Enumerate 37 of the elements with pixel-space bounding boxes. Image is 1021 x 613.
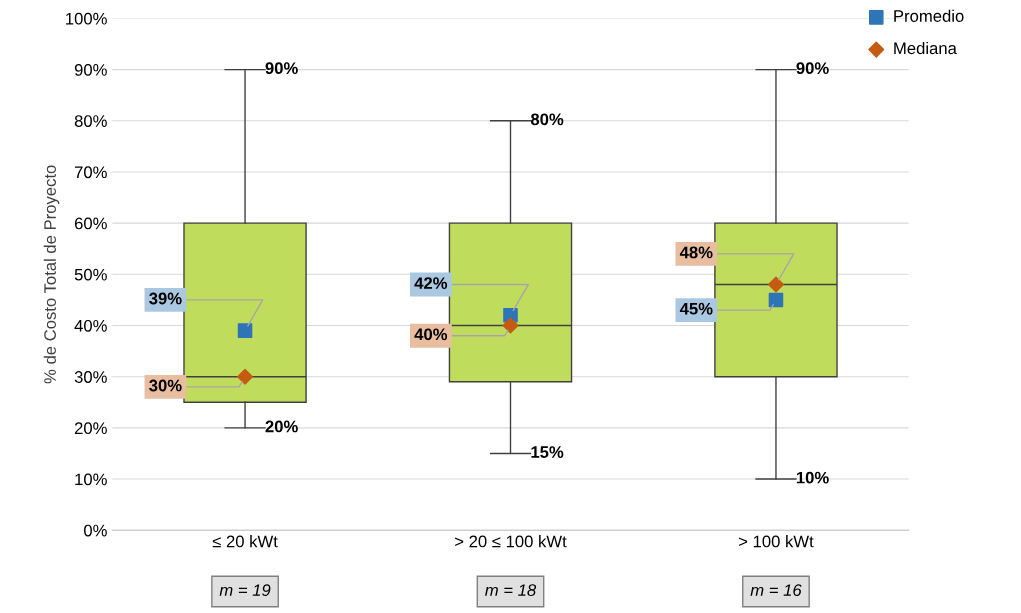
text: m = 18 [485, 584, 537, 597]
point [768, 292, 784, 308]
y-tick-label: 50% [74, 268, 107, 281]
annotation: 20% [265, 420, 298, 433]
point [237, 368, 254, 385]
y-tick-label: 70% [74, 166, 107, 179]
y-tick-label: 100% [66, 12, 107, 25]
annotation: 15% [531, 446, 564, 458]
point [237, 323, 253, 338]
y-axis-title: % de Costo Total de Proyecto [43, 165, 60, 384]
text: m = 16 [750, 584, 802, 597]
x-tick-label: ≤ 20 kWt [212, 535, 278, 548]
y-tick-label: 10% [75, 473, 107, 486]
x-tick-label: > 100 kWt [739, 535, 814, 548]
data-label: 40% [414, 328, 448, 341]
legend-label: Mediana [894, 41, 957, 55]
y-tick-label: 0% [84, 524, 107, 537]
annotation: 80% [530, 113, 564, 126]
data-label: 39% [149, 292, 182, 305]
y-tick-label: 30% [74, 371, 107, 383]
y-tick-label: 40% [74, 319, 107, 332]
y-tick-label: 60% [74, 217, 107, 230]
annotation: 90% [265, 62, 298, 75]
data-label: 30% [149, 379, 182, 392]
y-tick-label: 80% [74, 115, 107, 127]
x-tick-label: > 20 ≤ 100 kWt [455, 535, 567, 548]
text: m = 19 [219, 584, 271, 597]
y-tick-label: 90% [74, 63, 107, 76]
legend-label: Promedio [894, 9, 964, 22]
annotation: 90% [796, 62, 829, 75]
annotation: 10% [796, 471, 829, 484]
y-tick-label: 20% [74, 422, 107, 435]
data-label: 48% [679, 246, 713, 259]
point [767, 276, 784, 293]
data-label: 45% [679, 302, 713, 315]
data-label: 42% [414, 277, 448, 289]
point [502, 317, 519, 334]
